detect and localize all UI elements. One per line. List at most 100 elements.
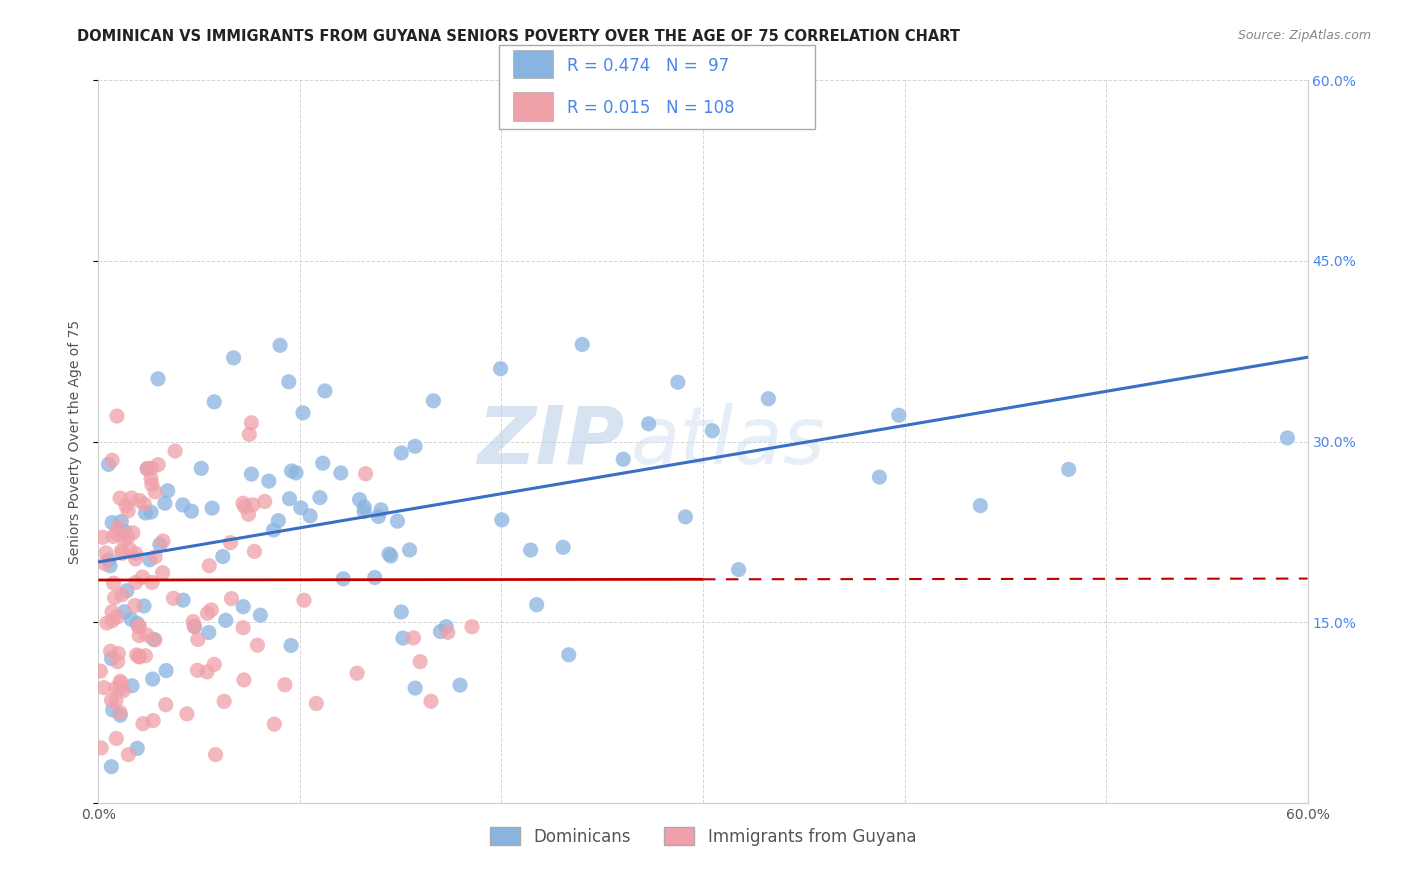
Point [101, 703, 124, 717]
Point [103, 591, 125, 605]
Point [152, 566, 174, 580]
Point [240, 467, 263, 481]
Point [571, 337, 593, 351]
Point [233, 500, 256, 514]
Point [89, 664, 111, 678]
Point [197, 607, 219, 621]
Point [212, 694, 235, 708]
Point [117, 504, 139, 518]
Point [263, 523, 285, 537]
Point [253, 494, 276, 508]
Point [969, 499, 991, 513]
Point [380, 549, 402, 563]
Point [378, 547, 401, 561]
Point [557, 648, 579, 662]
Point [132, 716, 155, 731]
Point [110, 674, 132, 689]
Point [94, 557, 117, 571]
Point [232, 673, 254, 687]
Point [98, 558, 121, 573]
Point [309, 491, 332, 505]
Point [186, 663, 208, 677]
Point [232, 599, 254, 614]
Point [420, 694, 443, 708]
Point [100, 644, 122, 658]
Point [108, 706, 131, 720]
Point [139, 472, 162, 486]
Point [349, 492, 371, 507]
Point [183, 619, 205, 633]
Point [211, 549, 233, 564]
Point [127, 616, 149, 631]
Point [142, 632, 165, 647]
Point [195, 665, 218, 679]
Point [125, 547, 148, 561]
Point [219, 535, 242, 549]
Point [131, 570, 153, 584]
Point [94, 546, 117, 560]
Point [128, 629, 150, 643]
Point [389, 446, 412, 460]
Point [107, 520, 129, 534]
Point [101, 614, 124, 628]
Point [612, 452, 634, 467]
Point [103, 576, 125, 591]
Text: atlas: atlas [630, 402, 825, 481]
Point [222, 351, 245, 365]
Point [110, 676, 132, 690]
Point [112, 683, 135, 698]
Point [108, 682, 131, 697]
Point [238, 508, 260, 522]
Point [101, 516, 124, 530]
Point [128, 649, 150, 664]
Point [101, 605, 124, 619]
Point [332, 572, 354, 586]
Point [141, 461, 163, 475]
Point [346, 666, 368, 681]
Point [756, 392, 779, 406]
Point [1277, 431, 1299, 445]
Point [389, 605, 412, 619]
Point [398, 543, 420, 558]
Point [118, 542, 141, 557]
Point [392, 631, 415, 645]
Point [134, 497, 156, 511]
Point [105, 731, 128, 746]
Point [142, 714, 165, 728]
Point [141, 575, 163, 590]
Point [666, 376, 689, 390]
Point [115, 499, 138, 513]
Point [242, 498, 264, 512]
Point [263, 717, 285, 731]
Point [128, 649, 150, 664]
Point [221, 591, 243, 606]
Point [434, 619, 457, 633]
Point [887, 409, 910, 423]
Point [702, 424, 724, 438]
Point [146, 372, 169, 386]
Point [243, 544, 266, 558]
Point [115, 583, 138, 598]
Point [141, 477, 163, 491]
Point [93, 681, 115, 695]
Point [198, 558, 221, 573]
Text: DOMINICAN VS IMMIGRANTS FROM GUYANA SENIORS POVERTY OVER THE AGE OF 75 CORRELATI: DOMINICAN VS IMMIGRANTS FROM GUYANA SENI… [77, 29, 960, 44]
Point [285, 466, 308, 480]
Point [128, 493, 150, 508]
Point [139, 505, 162, 519]
Point [165, 444, 187, 458]
Point [122, 525, 145, 540]
Point [112, 533, 135, 547]
Point [121, 679, 143, 693]
Point [101, 453, 124, 467]
Point [125, 648, 148, 662]
Point [491, 513, 513, 527]
Point [519, 543, 541, 558]
Point [232, 496, 254, 510]
Point [402, 631, 425, 645]
Point [96, 615, 118, 630]
Point [162, 591, 184, 606]
Point [111, 588, 134, 602]
Point [387, 514, 409, 528]
Point [449, 678, 471, 692]
